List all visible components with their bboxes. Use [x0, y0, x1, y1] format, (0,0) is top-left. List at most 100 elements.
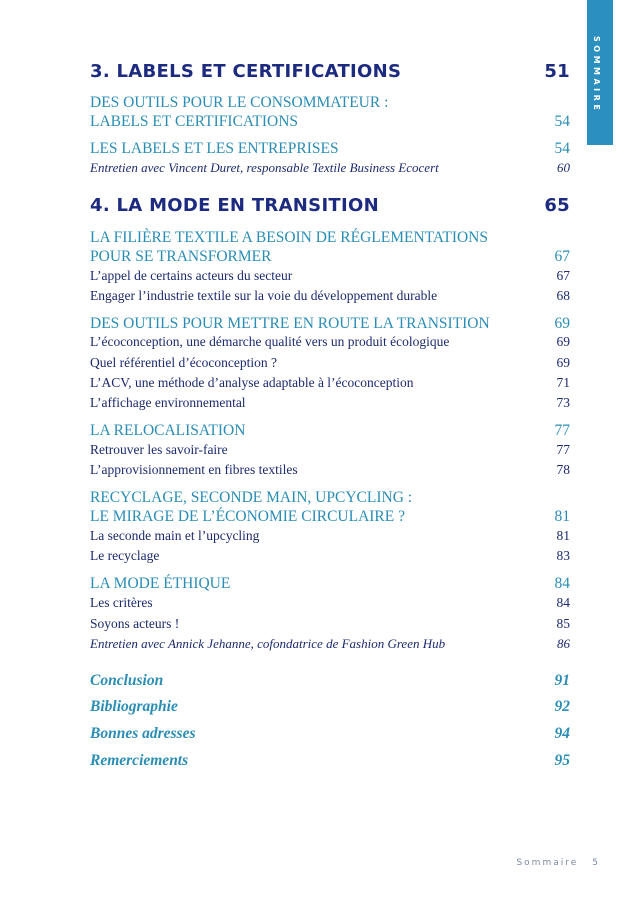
entry-page-number: 91 — [554, 672, 571, 689]
entry-title: Engager l’industrie textile sur la voie … — [90, 288, 437, 304]
entry-title-line: LE MIRAGE DE L’ÉCONOMIE CIRCULAIRE ? — [90, 508, 405, 525]
entry-title-line: Bonnes adresses — [90, 725, 196, 742]
entry-page-number: 51 — [544, 61, 570, 82]
toc-item[interactable]: L’ACV, une méthode d’analyse adaptable à… — [90, 370, 570, 391]
entry-title: LES LABELS ET LES ENTREPRISES — [90, 139, 339, 158]
entry-page-number: 67 — [556, 268, 571, 283]
entry-title: Remerciements — [90, 752, 188, 770]
entry-page-number: 92 — [554, 698, 571, 715]
sommaire-side-tab[interactable]: SOMMAIRE — [587, 0, 613, 145]
entry-title: Soyons acteurs ! — [90, 616, 179, 632]
entry-title: 3. LABELS ET CERTIFICATIONS — [90, 61, 401, 82]
toc-item[interactable]: Quel référentiel d’écoconception ? 69 — [90, 350, 570, 371]
entry-page-number: 77 — [556, 442, 571, 457]
entry-title: L’appel de certains acteurs du secteur — [90, 268, 292, 284]
section-heading[interactable]: LA FILIÈRE TEXTILE A BESOIN DE RÉGLEMENT… — [90, 226, 570, 266]
entry-title-line: Engager l’industrie textile sur la voie … — [90, 288, 438, 303]
section-heading[interactable]: DES OUTILS POUR LE CONSOMMATEUR : LABELS … — [90, 91, 570, 131]
interview-item[interactable]: Entretien avec Annick Jehanne, cofondatr… — [90, 631, 570, 652]
entry-title-line: Conclusion — [90, 672, 164, 689]
entry-title-line: Retrouver les savoir-faire — [90, 442, 228, 457]
entry-title-line: 3. LABELS ET CERTIFICATIONS — [90, 61, 402, 82]
side-tab-label: SOMMAIRE — [592, 36, 601, 114]
toc-item[interactable]: L’écoconception, une démarche qualité ve… — [90, 329, 570, 350]
section-heading[interactable]: LES LABELS ET LES ENTREPRISES 54 — [90, 137, 570, 158]
interview-item[interactable]: Entretien avec Vincent Duret, responsabl… — [90, 155, 570, 176]
entry-page-number: 85 — [556, 616, 571, 631]
toc-item[interactable]: La seconde main et l’upcycling 81 — [90, 523, 570, 544]
entry-title-line: RECYCLAGE, SECONDE MAIN, UPCYCLING : — [90, 489, 413, 506]
entry-title: La seconde main et l’upcycling — [90, 528, 259, 544]
entry-title-line: LES LABELS ET LES ENTREPRISES — [90, 140, 339, 157]
entry-page-number: 71 — [556, 375, 571, 390]
footer-label: Sommaire — [516, 858, 579, 868]
entry-page-number: 67 — [554, 248, 571, 265]
entry-page-number: 81 — [554, 508, 571, 525]
entry-title-line: L’appel de certains acteurs du secteur — [90, 268, 293, 283]
entry-title-line: Quel référentiel d’écoconception ? — [90, 355, 278, 370]
entry-title-line: LABELS ET CERTIFICATIONS — [90, 113, 299, 130]
entry-title: Retrouver les savoir-faire — [90, 442, 228, 458]
chapter-heading[interactable]: 4. LA MODE EN TRANSITION 65 — [90, 195, 570, 216]
back-matter-item[interactable]: Bibliographie 92 — [90, 695, 570, 716]
entry-title-line: Entretien avec Annick Jehanne, cofondatr… — [90, 636, 446, 651]
entry-page-number: 77 — [554, 422, 571, 439]
entry-title-line: 4. LA MODE EN TRANSITION — [90, 195, 379, 216]
entry-page-number: 78 — [556, 462, 571, 477]
page-footer: Sommaire 5 — [516, 858, 598, 868]
chapter-heading[interactable]: 3. LABELS ET CERTIFICATIONS 51 — [90, 61, 570, 82]
entry-page-number: 65 — [544, 195, 570, 216]
entry-title-line: LA RELOCALISATION — [90, 422, 246, 439]
entry-page-number: 84 — [556, 595, 571, 610]
entry-title: LA RELOCALISATION — [90, 421, 245, 440]
entry-title-line: Entretien avec Vincent Duret, responsabl… — [90, 160, 439, 175]
page-number: 5 — [592, 858, 598, 868]
entry-title: L’approvisionnement en fibres textiles — [90, 462, 298, 478]
toc-item[interactable]: L’affichage environnemental 73 — [90, 390, 570, 411]
entry-title: LA MODE ÉTHIQUE — [90, 574, 230, 593]
entry-page-number: 69 — [554, 315, 571, 332]
entry-title-line: L’écoconception, une démarche qualité ve… — [90, 334, 450, 349]
entry-title-line: Le recyclage — [90, 548, 160, 563]
entry-page-number: 83 — [556, 548, 571, 563]
entry-title: 4. LA MODE EN TRANSITION — [90, 195, 379, 216]
entry-title: DES OUTILS POUR LE CONSOMMATEUR : LABELS … — [90, 93, 388, 131]
entry-title-line: Les critères — [90, 595, 153, 610]
toc-item[interactable]: Retrouver les savoir-faire 77 — [90, 437, 570, 458]
back-matter-item[interactable]: Bonnes adresses 94 — [90, 722, 570, 743]
entry-title: DES OUTILS POUR METTRE EN ROUTE LA TRANS… — [90, 314, 490, 333]
entry-title-line: LA FILIÈRE TEXTILE A BESOIN DE RÉGLEMENT… — [90, 229, 488, 246]
toc-item[interactable]: L’appel de certains acteurs du secteur 67 — [90, 263, 570, 284]
entry-title: L’écoconception, une démarche qualité ve… — [90, 334, 449, 350]
section-heading[interactable]: LA MODE ÉTHIQUE 84 — [90, 572, 570, 593]
toc-item[interactable]: Engager l’industrie textile sur la voie … — [90, 283, 570, 304]
entry-page-number: 60 — [557, 160, 570, 175]
section-heading[interactable]: RECYCLAGE, SECONDE MAIN, UPCYCLING : LE M… — [90, 486, 570, 526]
toc-item[interactable]: Les critères 84 — [90, 590, 570, 611]
entry-page-number: 73 — [556, 395, 571, 410]
entry-page-number: 68 — [556, 288, 571, 303]
entry-title-line: L’ACV, une méthode d’analyse adaptable à… — [90, 375, 414, 390]
back-matter-item[interactable]: Conclusion 91 — [90, 669, 570, 690]
entry-title: Bibliographie — [90, 698, 178, 716]
entry-title: L’affichage environnemental — [90, 395, 246, 411]
section-heading[interactable]: LA RELOCALISATION 77 — [90, 419, 570, 440]
entry-page-number: 54 — [554, 113, 571, 130]
toc-item[interactable]: Le recyclage 83 — [90, 543, 570, 564]
entry-title-line: Bibliographie — [90, 698, 178, 715]
entry-title-line: POUR SE TRANSFORMER — [90, 248, 272, 265]
section-heading[interactable]: DES OUTILS POUR METTRE EN ROUTE LA TRANS… — [90, 312, 570, 333]
toc-item[interactable]: L’approvisionnement en fibres textiles 78 — [90, 457, 570, 478]
entry-title-line: L’affichage environnemental — [90, 395, 246, 410]
entry-title-line: L’approvisionnement en fibres textiles — [90, 462, 298, 477]
entry-page-number: 81 — [556, 528, 571, 543]
entry-title: Bonnes adresses — [90, 725, 196, 743]
entry-page-number: 95 — [554, 752, 571, 769]
back-matter-item[interactable]: Remerciements 95 — [90, 749, 570, 770]
entry-title-line: DES OUTILS POUR LE CONSOMMATEUR : — [90, 94, 389, 111]
entry-title: Conclusion — [90, 672, 163, 690]
entry-title: RECYCLAGE, SECONDE MAIN, UPCYCLING : LE M… — [90, 488, 412, 526]
toc-item[interactable]: Soyons acteurs ! 85 — [90, 611, 570, 632]
entry-page-number: 69 — [556, 355, 571, 370]
